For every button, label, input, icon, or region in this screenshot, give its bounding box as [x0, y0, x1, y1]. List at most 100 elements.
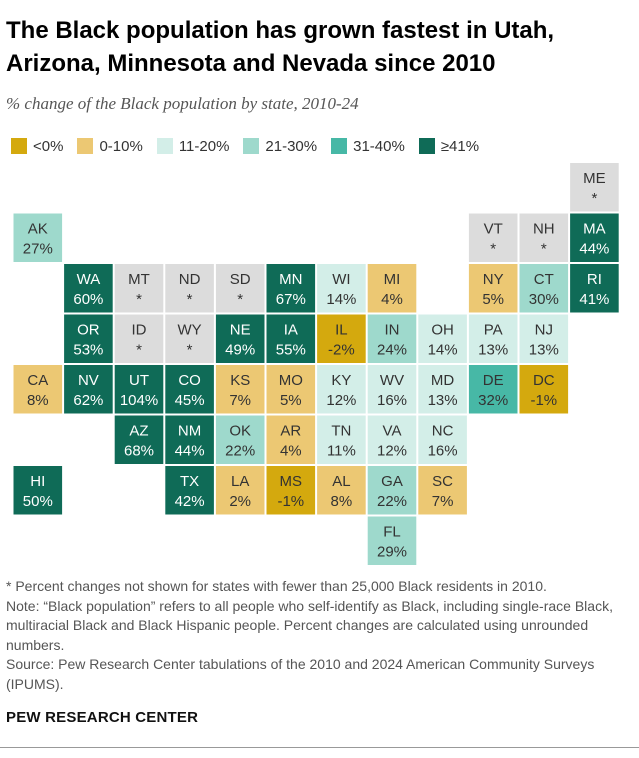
state-value: 44%	[579, 241, 609, 258]
state-abbr: MN	[279, 271, 302, 288]
state-tile-fill	[468, 314, 518, 363]
state-value: 12%	[326, 392, 356, 409]
state-abbr: MI	[384, 271, 401, 288]
state-abbr: GA	[381, 473, 403, 490]
state-abbr: OK	[229, 423, 251, 440]
state-abbr: DC	[533, 372, 555, 389]
state-tile-vt: VT *	[468, 213, 518, 262]
state-value: 5%	[280, 392, 302, 409]
state-value: 11%	[327, 443, 356, 460]
footnote-asterisk: * Percent changes not shown for states w…	[6, 578, 547, 594]
state-tile-ca: CA 8%	[13, 365, 63, 414]
state-value: 13%	[529, 342, 559, 359]
state-tile-fill	[13, 213, 63, 262]
state-value: 24%	[377, 342, 407, 359]
state-tile-fill	[215, 415, 265, 464]
state-tile-fill	[317, 415, 366, 464]
state-tile-ia: IA 55%	[266, 314, 316, 363]
state-tile-wa: WA 60%	[64, 264, 113, 313]
state-value: *	[591, 190, 597, 207]
state-value: 22%	[225, 443, 255, 460]
state-tile-fill	[317, 314, 366, 363]
state-value: 41%	[579, 291, 609, 308]
state-value: 67%	[276, 291, 306, 308]
state-tile-sc: SC 7%	[418, 466, 467, 515]
state-value: *	[490, 241, 496, 258]
state-tile-hi: HI 50%	[13, 466, 63, 515]
state-tile-ga: GA 22%	[367, 466, 417, 515]
state-abbr: HI	[30, 473, 45, 490]
state-abbr: NJ	[535, 322, 553, 339]
state-tile-fill	[468, 213, 518, 262]
footnotes: * Percent changes not shown for states w…	[6, 577, 634, 694]
state-tile-fill	[165, 466, 214, 515]
state-value: 55%	[276, 342, 306, 359]
state-value: 14%	[326, 291, 356, 308]
state-tile-fill	[64, 264, 113, 313]
state-tile-fill	[266, 264, 316, 313]
state-tile-fill	[519, 213, 569, 262]
state-value: 16%	[377, 392, 407, 409]
legend-label: <0%	[33, 137, 64, 155]
state-value: *	[136, 342, 142, 359]
state-abbr: CT	[534, 271, 554, 288]
state-tile-fill	[13, 365, 63, 414]
state-tile-ne: NE 49%	[215, 314, 265, 363]
state-value: 16%	[428, 443, 458, 460]
state-tile-fill	[165, 264, 214, 313]
state-abbr: PA	[484, 322, 503, 339]
state-tile-mn: MN 67%	[266, 264, 316, 313]
state-abbr: NC	[432, 423, 454, 440]
state-tile-fill	[418, 314, 467, 363]
state-tile-al: AL 8%	[317, 466, 366, 515]
state-tile-mi: MI 4%	[367, 264, 417, 313]
state-tile-fill	[215, 365, 265, 414]
state-tile-nh: NH *	[519, 213, 569, 262]
state-abbr: IL	[335, 322, 348, 339]
state-tile-in: IN 24%	[367, 314, 417, 363]
state-tile-fill	[367, 415, 417, 464]
state-tile-tx: TX 42%	[165, 466, 214, 515]
state-abbr: IA	[284, 322, 298, 339]
state-tile-mo: MO 5%	[266, 365, 316, 414]
state-tile-mt: MT *	[114, 264, 164, 313]
state-abbr: TX	[180, 473, 199, 490]
state-tile-fill	[266, 365, 316, 414]
state-tile-fill	[519, 365, 569, 414]
state-tile-ma: MA 44%	[570, 213, 619, 262]
state-value: 53%	[73, 342, 103, 359]
state-value: *	[237, 291, 243, 308]
state-tile-fill	[114, 415, 164, 464]
state-tile-fill	[165, 365, 214, 414]
state-tile-fill	[317, 466, 366, 515]
state-value: 13%	[478, 342, 508, 359]
legend-swatch	[243, 138, 260, 154]
legend-label: 11-20%	[178, 137, 230, 155]
state-tile-fill	[215, 264, 265, 313]
state-tile-ak: AK 27%	[13, 213, 63, 262]
state-abbr: KS	[230, 372, 250, 389]
state-tile-fill	[266, 466, 316, 515]
state-value: *	[187, 342, 193, 359]
state-value: 4%	[381, 291, 403, 308]
state-tile-va: VA 12%	[367, 415, 417, 464]
state-value: 27%	[23, 241, 53, 258]
state-tile-fill	[468, 365, 518, 414]
state-abbr: KY	[331, 372, 351, 389]
state-tile-fill	[266, 314, 316, 363]
state-value: 5%	[482, 291, 504, 308]
state-tile-fill	[367, 516, 417, 565]
state-tile-fill	[367, 365, 417, 414]
state-tile-ar: AR 4%	[266, 415, 316, 464]
state-value: -1%	[277, 493, 304, 510]
state-value: 50%	[23, 493, 53, 510]
legend-swatch	[331, 138, 348, 154]
state-tile-oh: OH 14%	[418, 314, 467, 363]
state-tile-dc: DC -1%	[519, 365, 569, 414]
state-abbr: CO	[178, 372, 201, 389]
legend-label: ≥41%	[440, 137, 480, 155]
state-tile-fill	[570, 213, 619, 262]
state-tile-fill	[165, 314, 214, 363]
state-tile-ut: UT 104%	[114, 365, 164, 414]
state-tile-fill	[570, 163, 619, 212]
